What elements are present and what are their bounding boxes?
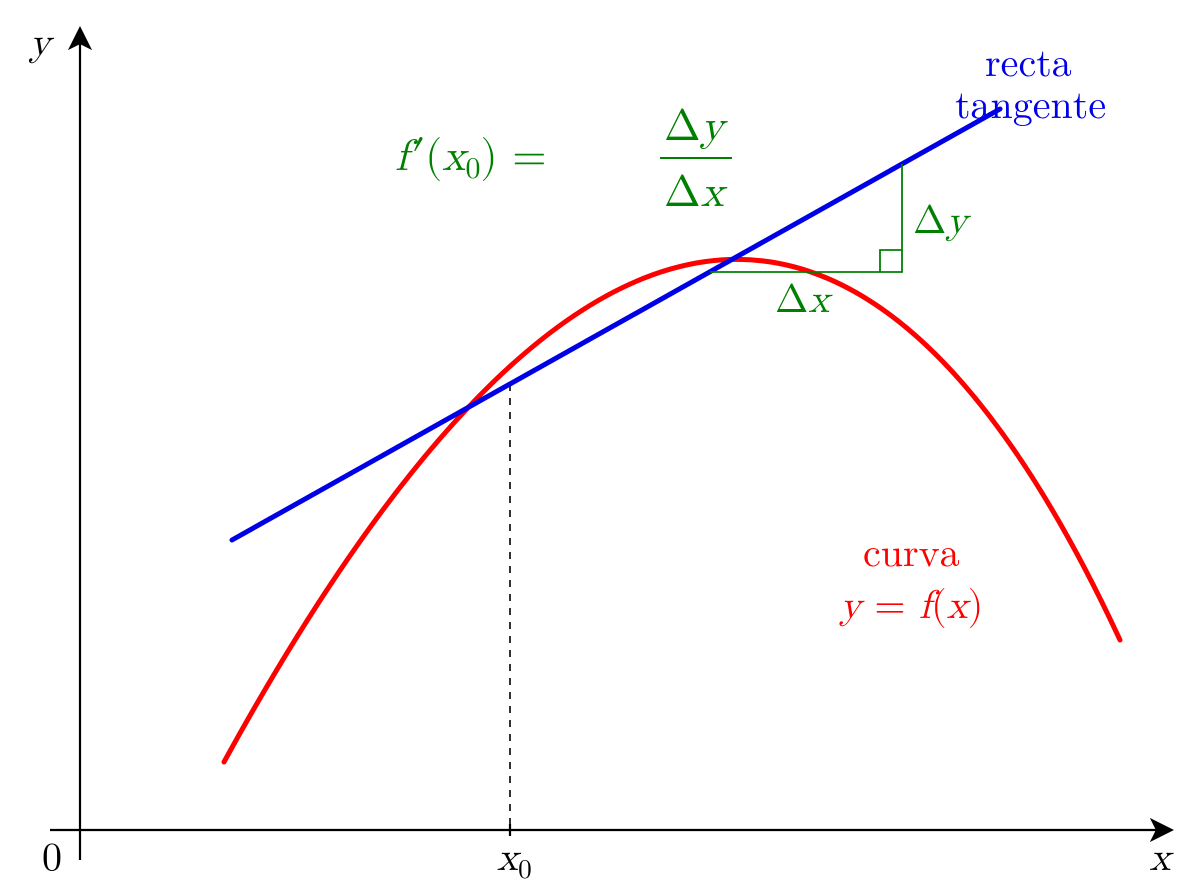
svg-text:Δy: Δy — [664, 105, 729, 150]
curve-label-2: y = f(x) — [839, 586, 983, 628]
delta-y-label: Δy — [913, 201, 971, 242]
origin-label: 0 — [42, 838, 62, 878]
tangent-label-2: tangente — [955, 86, 1106, 126]
svg-text:Δx: Δx — [664, 171, 728, 215]
background — [0, 0, 1200, 888]
curve-label-1: curva — [863, 534, 960, 574]
delta-x-label: Δx — [775, 280, 833, 320]
y-axis-label: y — [28, 23, 54, 64]
tangent-label-1: recta — [985, 44, 1072, 84]
